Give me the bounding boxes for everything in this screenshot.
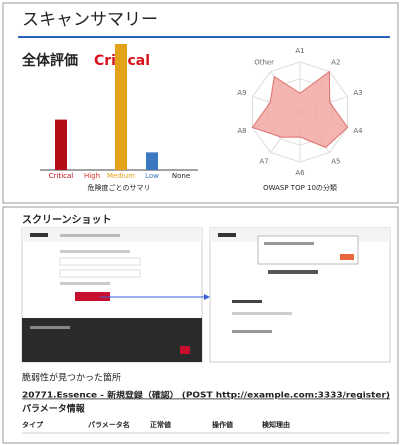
column-header: パラメータ名 xyxy=(88,420,130,429)
category-label: High xyxy=(84,172,100,180)
axis-label: A3 xyxy=(353,89,362,97)
section-title: スクリーンショット xyxy=(22,214,112,226)
chart-caption: 危険度ごとのサマリ xyxy=(88,183,151,192)
chart-caption: OWASP TOP 10の分類 xyxy=(263,183,337,192)
bar xyxy=(115,44,127,170)
axis-label: A9 xyxy=(237,89,246,97)
axis-label: A2 xyxy=(331,59,340,67)
overall-label: 全体評価 xyxy=(21,52,78,69)
location-title: 脆弱性が見つかった箇所 xyxy=(22,372,121,384)
column-header: 操作値 xyxy=(212,420,233,429)
category-label: Low xyxy=(145,172,159,180)
axis-label: A7 xyxy=(260,157,269,165)
axis-label: A4 xyxy=(353,127,363,135)
axis-label: A5 xyxy=(331,157,340,165)
axis-label: A6 xyxy=(295,169,305,177)
column-header: タイプ xyxy=(22,420,44,429)
category-label: None xyxy=(172,172,190,180)
screenshot-before xyxy=(22,228,202,362)
axis-label: A1 xyxy=(295,47,304,55)
screenshot-after xyxy=(210,228,390,362)
axis-label: A8 xyxy=(237,127,246,135)
bar xyxy=(146,152,158,170)
bar xyxy=(55,120,67,170)
column-header: 正常値 xyxy=(150,420,171,429)
parameters-title: パラメータ情報 xyxy=(22,403,86,415)
report: スキャンサマリー 全体評価 Critical スクリーンショット 脆弱性が見つか… xyxy=(0,0,401,445)
title: スキャンサマリー xyxy=(22,10,158,30)
column-header: 検知理由 xyxy=(262,420,290,429)
location-link[interactable]: 20771.Essence - 新規登録（確認） (POST http://ex… xyxy=(22,390,390,400)
category-label: Medium xyxy=(107,172,135,180)
category-label: Critical xyxy=(49,172,74,180)
axis-label: Other xyxy=(254,59,274,67)
